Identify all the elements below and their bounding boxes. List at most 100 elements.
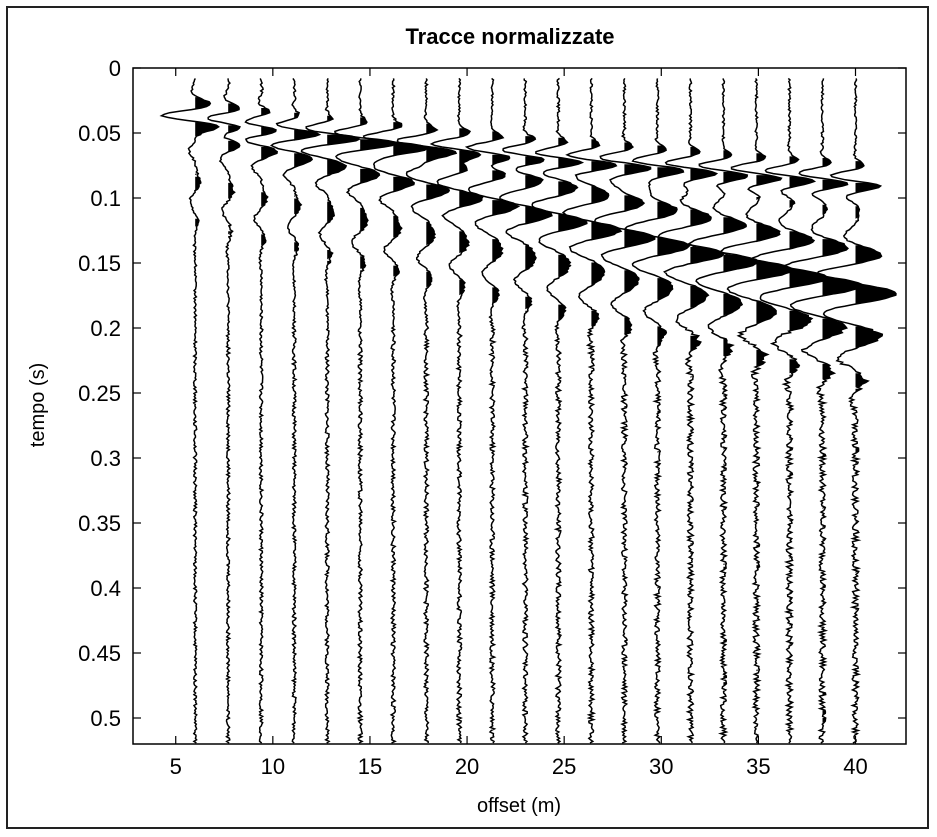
seismic-trace	[657, 78, 725, 744]
x-tick-label: 25	[552, 754, 576, 779]
seismic-trace	[300, 78, 361, 744]
trace-fill	[789, 200, 795, 208]
trace-fill	[591, 262, 605, 286]
seismic-trace	[594, 78, 656, 744]
x-tick-label: 35	[746, 754, 770, 779]
trace-fill	[228, 140, 240, 152]
seismic-trace	[687, 78, 761, 744]
trace-fill	[756, 669, 760, 672]
trace-fill	[657, 167, 684, 179]
trace-fill	[525, 156, 544, 166]
trace-fill	[657, 201, 677, 219]
trace-fill	[855, 326, 883, 349]
trace-fill	[228, 182, 235, 199]
seismic-trace	[751, 77, 829, 744]
trace-fill	[492, 200, 519, 216]
trace-fill	[459, 231, 469, 254]
trace-fill	[327, 159, 347, 176]
trace-fill	[723, 172, 748, 183]
seismic-trace	[362, 78, 428, 744]
trace-fill	[492, 170, 506, 182]
trace-fill	[525, 245, 536, 271]
trace-fill	[822, 538, 826, 541]
x-tick-label: 10	[261, 754, 285, 779]
trace-fill	[261, 126, 276, 137]
y-axis-label: tempo (s)	[27, 363, 49, 447]
trace-fill	[624, 317, 632, 335]
seismic-trace	[499, 78, 553, 744]
y-tick-label: 0.1	[90, 186, 121, 211]
seismic-trace	[244, 78, 279, 744]
trace-fill	[822, 179, 848, 191]
trace-fill	[525, 206, 552, 224]
y-tick-label: 0	[109, 56, 121, 81]
trace-fill	[558, 254, 571, 277]
trace-fill	[261, 147, 278, 160]
y-tick-label: 0.25	[78, 381, 121, 406]
seismic-trace	[429, 77, 484, 744]
trace-fill	[855, 571, 859, 573]
trace-fill	[360, 168, 380, 183]
trace-fill	[327, 201, 335, 224]
trace-fill	[822, 363, 835, 380]
seismic-trace	[561, 77, 623, 744]
seismic-trace	[396, 78, 458, 744]
trace-fill	[756, 562, 760, 564]
y-tick-label: 0.3	[90, 446, 121, 471]
trace-group	[159, 77, 897, 744]
seismic-trace	[816, 78, 897, 744]
x-tick-label: 40	[843, 754, 867, 779]
seismic-trace	[464, 77, 521, 744]
trace-fill	[558, 530, 561, 533]
trace-fill	[723, 563, 727, 566]
trace-fill	[360, 139, 396, 151]
trace-fill	[723, 293, 743, 316]
y-tick-label: 0.2	[90, 316, 121, 341]
trace-fill	[822, 318, 847, 341]
trace-fill	[855, 245, 882, 264]
seismic-trace	[624, 78, 692, 744]
seismic-trace	[270, 77, 322, 744]
trace-fill	[624, 270, 639, 293]
trace-fill	[525, 136, 536, 144]
x-tick-label: 5	[170, 754, 182, 779]
trace-fill	[228, 125, 240, 133]
trace-fill	[591, 186, 609, 204]
trace-fill	[591, 161, 617, 172]
trace-fill	[360, 256, 366, 269]
trace-fill	[459, 150, 481, 174]
trace-fill	[195, 218, 199, 227]
trace-fill	[855, 608, 859, 611]
trace-fill	[855, 388, 862, 392]
trace-fill	[294, 198, 302, 215]
trace-fill	[723, 507, 727, 509]
chart-title: Tracce normalizzate	[405, 24, 614, 49]
seismic-trace	[207, 78, 241, 744]
x-tick-label: 15	[358, 754, 382, 779]
trace-fill	[756, 223, 780, 243]
y-tick-label: 0.5	[90, 706, 121, 731]
y-tick-label: 0.4	[90, 576, 121, 601]
trace-fill	[558, 214, 587, 232]
x-tick-label: 20	[455, 754, 479, 779]
x-tick-label: 30	[649, 754, 673, 779]
trace-fill	[657, 278, 673, 300]
trace-fill	[327, 134, 360, 146]
x-axis: 5 10 15 20 25 30 35 40	[170, 68, 868, 779]
trace-fill	[525, 175, 543, 190]
x-axis-label: offset (m)	[477, 795, 561, 817]
trace-fill	[657, 326, 667, 347]
trace-fill	[690, 147, 700, 157]
trace-fill	[789, 310, 812, 332]
trace-fill	[624, 164, 651, 176]
trace-fill	[789, 231, 814, 250]
trace-fill	[459, 190, 483, 208]
trace-fill	[789, 624, 793, 626]
trace-fill	[393, 176, 415, 193]
trace-fill	[855, 182, 881, 193]
trace-fill	[195, 122, 219, 137]
trace-fill	[492, 154, 510, 165]
trace-fill	[855, 373, 869, 388]
trace-fill	[690, 335, 701, 352]
